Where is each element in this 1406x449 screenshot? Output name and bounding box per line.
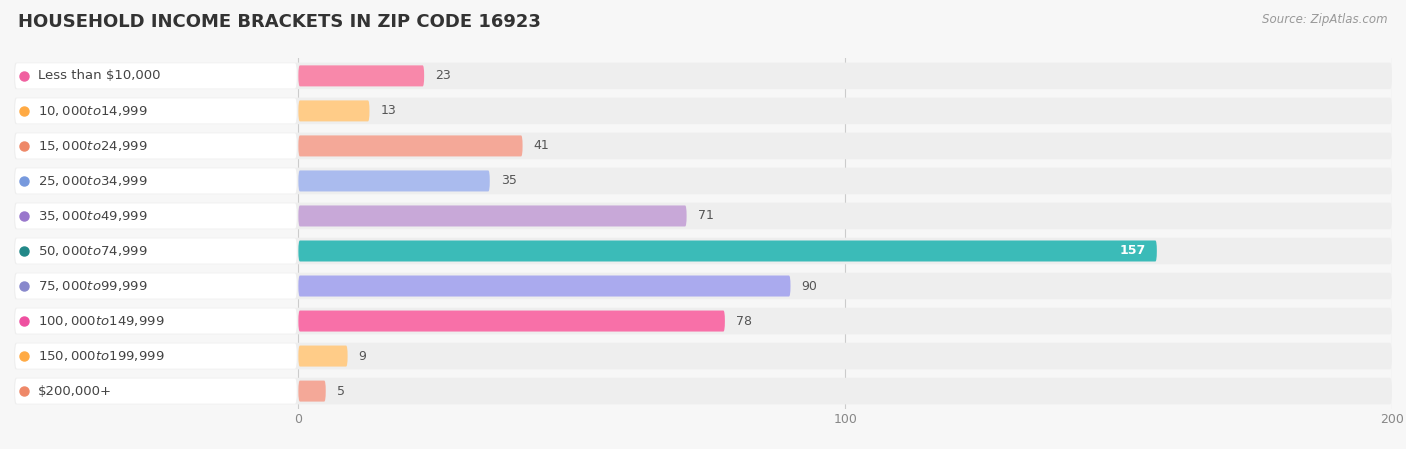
Text: $50,000 to $74,999: $50,000 to $74,999 [38, 244, 148, 258]
FancyBboxPatch shape [14, 378, 1392, 405]
FancyBboxPatch shape [14, 238, 1392, 264]
Text: $75,000 to $99,999: $75,000 to $99,999 [38, 279, 148, 293]
FancyBboxPatch shape [14, 62, 1392, 89]
FancyBboxPatch shape [15, 343, 297, 369]
Text: $200,000+: $200,000+ [38, 385, 111, 397]
FancyBboxPatch shape [14, 97, 1392, 124]
Text: $15,000 to $24,999: $15,000 to $24,999 [38, 139, 148, 153]
FancyBboxPatch shape [298, 101, 370, 121]
Text: $150,000 to $199,999: $150,000 to $199,999 [38, 349, 165, 363]
FancyBboxPatch shape [298, 206, 686, 226]
FancyBboxPatch shape [14, 308, 1392, 335]
FancyBboxPatch shape [298, 241, 1157, 261]
Text: $35,000 to $49,999: $35,000 to $49,999 [38, 209, 148, 223]
Text: $10,000 to $14,999: $10,000 to $14,999 [38, 104, 148, 118]
FancyBboxPatch shape [298, 276, 790, 296]
Text: 23: 23 [434, 70, 451, 82]
Text: Source: ZipAtlas.com: Source: ZipAtlas.com [1263, 13, 1388, 26]
FancyBboxPatch shape [15, 98, 297, 123]
FancyBboxPatch shape [298, 311, 725, 331]
FancyBboxPatch shape [298, 66, 425, 86]
Text: 9: 9 [359, 350, 367, 362]
FancyBboxPatch shape [15, 63, 297, 88]
FancyBboxPatch shape [15, 238, 297, 264]
FancyBboxPatch shape [14, 132, 1392, 159]
FancyBboxPatch shape [15, 133, 297, 158]
FancyBboxPatch shape [298, 136, 523, 156]
Text: HOUSEHOLD INCOME BRACKETS IN ZIP CODE 16923: HOUSEHOLD INCOME BRACKETS IN ZIP CODE 16… [18, 13, 541, 31]
FancyBboxPatch shape [15, 308, 297, 334]
FancyBboxPatch shape [14, 202, 1392, 229]
Text: 35: 35 [501, 175, 516, 187]
FancyBboxPatch shape [15, 203, 297, 229]
FancyBboxPatch shape [14, 167, 1392, 194]
FancyBboxPatch shape [298, 381, 326, 401]
Text: Less than $10,000: Less than $10,000 [38, 70, 160, 82]
Text: 157: 157 [1119, 245, 1146, 257]
FancyBboxPatch shape [14, 273, 1392, 299]
FancyBboxPatch shape [14, 343, 1392, 370]
Text: 5: 5 [336, 385, 344, 397]
Text: 41: 41 [533, 140, 550, 152]
FancyBboxPatch shape [298, 346, 347, 366]
FancyBboxPatch shape [15, 168, 297, 194]
FancyBboxPatch shape [15, 379, 297, 404]
Text: $25,000 to $34,999: $25,000 to $34,999 [38, 174, 148, 188]
FancyBboxPatch shape [298, 171, 489, 191]
Text: 78: 78 [735, 315, 752, 327]
Text: 71: 71 [697, 210, 713, 222]
Text: 90: 90 [801, 280, 817, 292]
Text: $100,000 to $149,999: $100,000 to $149,999 [38, 314, 165, 328]
Text: 13: 13 [381, 105, 396, 117]
FancyBboxPatch shape [15, 273, 297, 299]
